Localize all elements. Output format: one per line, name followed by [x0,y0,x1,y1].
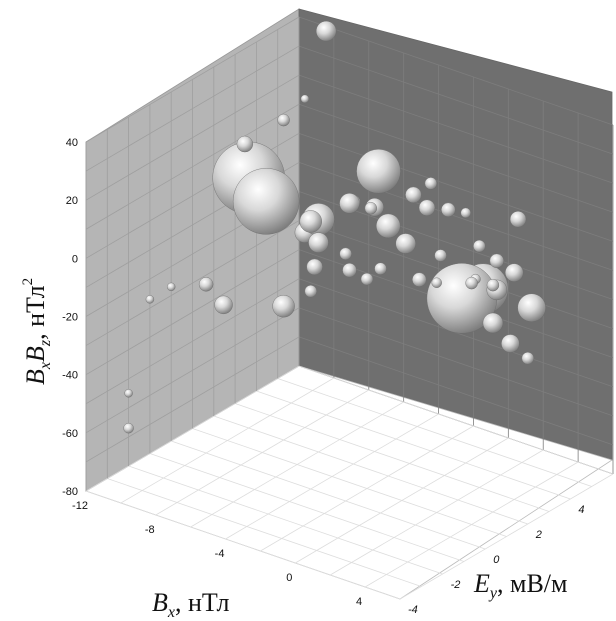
data-bubble [395,233,416,254]
data-bubble [232,168,300,235]
x-tick-label: 4 [356,596,362,608]
x-axis-title-main: B [152,588,168,617]
z-axis-title-sup: 2 [20,278,36,286]
chart-bubbles [123,20,546,434]
data-bubble [356,149,401,194]
z-axis-title-sub1: x [37,362,54,370]
data-bubble [434,249,447,262]
data-bubble [473,239,486,253]
x-axis-title: Bx, нТл [152,588,230,621]
data-bubble [315,20,337,42]
grid-line [298,16,614,126]
data-bubble [364,202,377,215]
data-bubble [123,422,134,434]
y-axis-title-main: E [473,569,490,598]
grid-line [85,490,401,600]
data-bubble [505,263,524,282]
data-bubble [460,207,471,219]
grid-line [298,132,614,242]
grid-line [298,74,614,184]
data-bubble [342,262,357,278]
data-bubble [198,277,214,292]
grid-line [298,336,614,446]
grid-line [171,440,486,550]
data-bubble [482,312,504,334]
data-bubble [360,272,374,286]
z-tick-label: -40 [62,370,78,382]
grid-line [128,465,443,575]
grid-line [107,478,422,587]
grid-line [192,428,507,537]
grid-line [298,162,614,271]
z-tick-label: -80 [62,486,78,498]
data-bubble [166,282,176,292]
grid-line [256,390,571,500]
x-axis-title-sub: x [167,604,175,621]
data-bubble [424,177,438,190]
data-bubble [214,295,233,315]
data-bubble [236,135,254,153]
z-tick-label: 0 [72,253,78,265]
data-bubble [145,295,155,304]
grid-line [298,307,614,417]
data-bubble [300,94,310,104]
data-bubble [465,276,478,290]
x-tick-label: 0 [286,572,292,584]
data-bubble [441,202,456,217]
z-tick-label: -20 [62,312,78,324]
x-tick-label: -4 [215,548,225,560]
chart-grid [85,16,614,600]
x-tick-label: -8 [145,524,155,536]
data-bubble [299,210,322,233]
y-tick-label: -2 [451,579,461,591]
data-bubble [376,213,401,239]
z-axis-title-main: B [21,369,50,385]
y-tick-label: -4 [408,604,418,616]
z-axis-title-sub2: z [37,339,54,347]
y-axis-title-sub: y [488,585,498,602]
y-tick-label: 2 [535,529,542,541]
data-bubble [124,389,133,398]
z-axis-title-unit: , нТл [21,285,50,340]
z-axis-title-main2: B [21,346,50,362]
grid-line [234,403,550,512]
grid-line [298,45,614,155]
data-bubble [272,295,295,318]
data-bubble [418,199,436,216]
data-bubble [486,278,500,292]
data-bubble [489,253,504,269]
data-bubble [509,211,527,228]
grid-line [213,415,528,525]
data-bubble [521,352,534,365]
z-axis-title: BxBz, нТл2 [20,278,54,385]
y-tick-label: 0 [493,554,500,566]
x-axis-title-unit: , нТл [175,588,230,617]
y-axis-title-unit: , мВ/м [497,569,567,598]
data-bubble [304,285,317,298]
grid-line [277,378,592,487]
z-tick-label: -60 [62,428,78,440]
data-bubble [412,272,427,287]
data-bubble [374,262,387,275]
y-tick-label: 4 [578,504,584,516]
x-tick-label: -12 [72,500,88,512]
grid-line [149,453,465,562]
data-bubble [405,186,422,204]
z-tick-label: 20 [66,195,78,207]
data-bubble [501,334,520,353]
data-bubble [277,113,290,127]
data-bubble [308,232,329,253]
z-tick-label: 40 [66,137,78,149]
data-bubble [431,277,442,288]
y-axis-title: Ey, мВ/м [473,569,567,602]
grid-line [298,365,614,475]
data-bubble [339,247,352,260]
data-bubble [517,293,546,322]
grid-line [298,103,614,213]
data-bubble [306,258,323,276]
data-bubble [339,193,360,214]
